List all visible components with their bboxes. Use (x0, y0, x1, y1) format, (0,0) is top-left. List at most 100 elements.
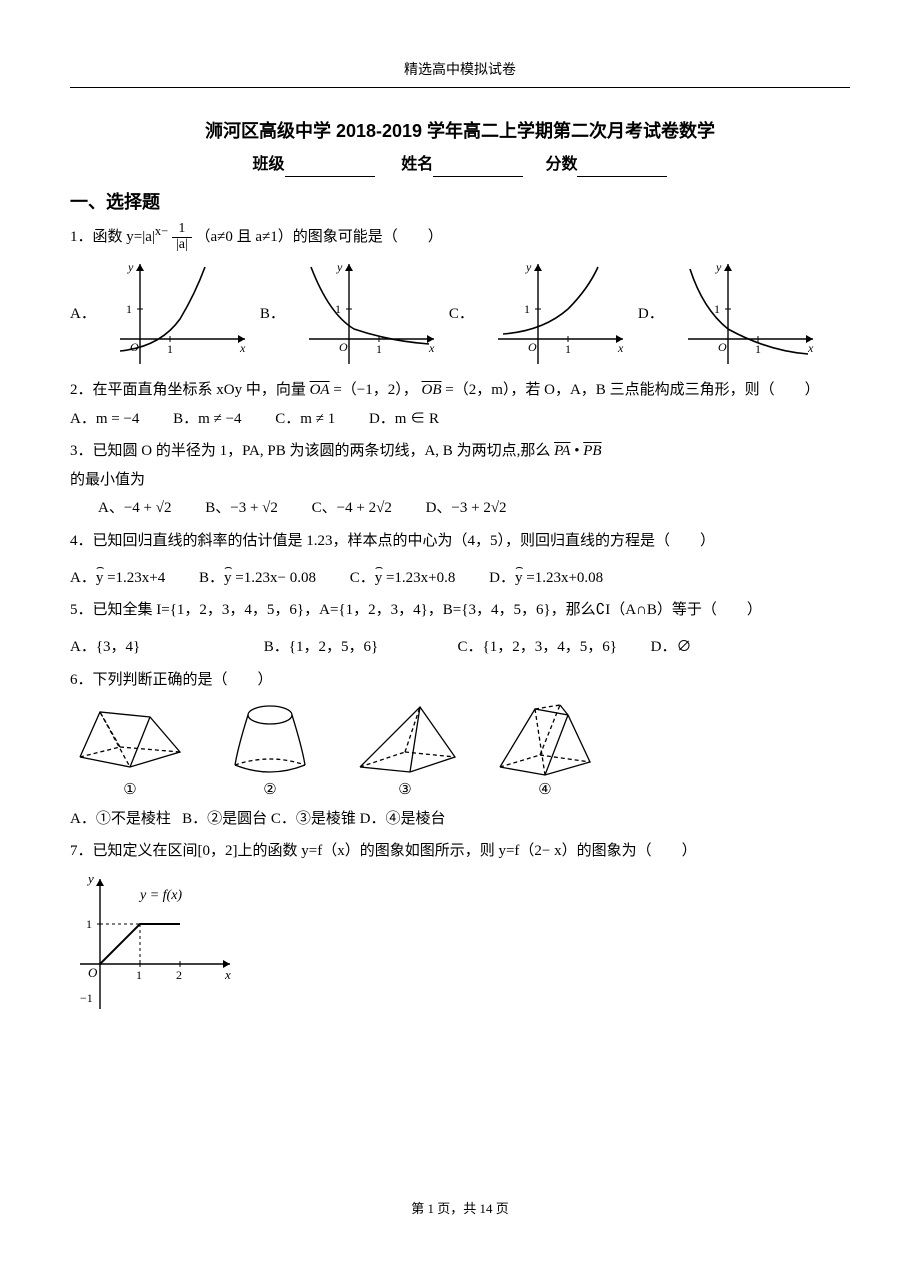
q6-options: A．①不是棱柱 B．②是圆台 C．③是棱锥 D．④是棱台 (70, 808, 850, 831)
q4-opt-b: B．y =1.23x− 0.08 (199, 567, 316, 590)
svg-text:y: y (715, 260, 722, 274)
svg-text:1: 1 (565, 342, 571, 356)
q2-opt-c: C．m ≠ 1 (275, 408, 335, 431)
q1-label-b: B． (260, 303, 285, 326)
svg-text:1: 1 (86, 917, 92, 931)
page-footer: 第 1 页，共 14 页 (70, 1199, 850, 1219)
svg-text:1: 1 (524, 302, 530, 316)
q6-opt-d: D．④是棱台 (360, 811, 446, 827)
q4-yhat-d: y (515, 567, 523, 590)
label-class: 班级 (253, 156, 285, 173)
q1-graph-d: xy O 1 1 (678, 259, 818, 369)
svg-text:y: y (86, 871, 94, 886)
q3-vec-pb: PB (583, 443, 601, 459)
question-6: 6．下列判断正确的是（ ） (70, 669, 850, 692)
q3-stem: 3．已知圆 O 的半径为 1，PA, PB 为该圆的两条切线，A, B 为两切点… (70, 443, 554, 459)
q2-opt-b: B．m ≠ −4 (173, 408, 241, 431)
svg-text:y: y (336, 260, 343, 274)
q3-opt-b: B、−3 + √2 (205, 497, 278, 520)
q3-opt-d: D、−3 + 2√2 (426, 497, 507, 520)
svg-text:x: x (617, 341, 624, 355)
q4-yhat-c: y (375, 567, 383, 590)
q4-d-eq: =1.23x+0.08 (522, 570, 603, 586)
q1-graph-b: xy O 1 1 (299, 259, 439, 369)
svg-text:1: 1 (167, 342, 173, 356)
svg-text:y: y (127, 260, 134, 274)
q1-stem-pre: 1．函数 y=|a| (70, 229, 155, 245)
svg-text:1: 1 (136, 968, 142, 982)
q3-dot: • (570, 443, 583, 459)
q6-solid-1: ① (70, 697, 190, 802)
q2-opt-d: D．m ∈ R (369, 408, 439, 431)
q2-oa-val: =（−1，2）， (333, 382, 417, 398)
q1-stem-post: （a≠0 且 a≠1）的图象可能是（ ） (196, 229, 443, 245)
q1-fraction: 1 |a| (172, 222, 192, 252)
svg-text:x: x (807, 341, 814, 355)
svg-text:O: O (718, 340, 727, 354)
svg-text:−1: −1 (80, 991, 93, 1005)
q4-a-pre: A． (70, 570, 96, 586)
svg-text:1: 1 (714, 302, 720, 316)
q6-label-3: ③ (350, 779, 460, 802)
q6-label-4: ④ (490, 779, 600, 802)
q6-solids-row: ① ② ③ ④ (70, 697, 850, 802)
q3-tail: 的最小值为 (70, 469, 850, 492)
q4-c-eq: =1.23x+0.8 (382, 570, 455, 586)
blank-score (577, 159, 667, 177)
svg-text:O: O (88, 965, 98, 980)
q3-options: A、−4 + √2 B、−3 + √2 C、−4 + 2√2 D、−3 + 2√… (70, 497, 850, 520)
svg-text:y: y (525, 260, 532, 274)
q2-vec-ob: OB (422, 382, 442, 398)
question-1: 1．函数 y=|a|x− 1 |a| （a≠0 且 a≠1）的图象可能是（ ） (70, 222, 850, 253)
q1-frac-num: 1 (172, 222, 192, 238)
question-3: 3．已知圆 O 的半径为 1，PA, PB 为该圆的两条切线，A, B 为两切点… (70, 440, 850, 463)
question-2: 2．在平面直角坐标系 xOy 中，向量 OA =（−1，2）， OB =（2，m… (70, 379, 850, 402)
q6-opt-c: C．③是棱锥 (271, 811, 356, 827)
q4-opt-c: C．y =1.23x+0.8 (350, 567, 456, 590)
page-header-tag: 精选高中模拟试卷 (70, 60, 850, 81)
blank-name (433, 159, 523, 177)
q4-b-eq: =1.23x− 0.08 (232, 570, 316, 586)
question-7: 7．已知定义在区间[0，2]上的函数 y=f（x）的图象如图所示，则 y=f（2… (70, 840, 850, 863)
q4-b-pre: B． (199, 570, 224, 586)
q5-opt-b: B．{1，2，5，6} (264, 636, 424, 659)
q4-options: A．y =1.23x+4 B．y =1.23x− 0.08 C．y =1.23x… (70, 566, 850, 589)
svg-text:x: x (224, 967, 231, 982)
student-info-row: 班级 姓名 分数 (70, 153, 850, 177)
svg-text:1: 1 (376, 342, 382, 356)
q6-solid-2: ② (220, 697, 320, 802)
q3-vec-pa: PA (554, 443, 570, 459)
question-5: 5．已知全集 I={1，2，3，4，5，6}，A={1，2，3，4}，B={3，… (70, 599, 850, 622)
question-4: 4．已知回归直线的斜率的估计值是 1.23，样本点的中心为（4，5），则回归直线… (70, 530, 850, 553)
svg-text:x: x (239, 341, 246, 355)
svg-text:1: 1 (126, 302, 132, 316)
blank-class (285, 159, 375, 177)
q6-opt-b: B．②是圆台 (182, 811, 267, 827)
q1-label-c: C． (449, 303, 474, 326)
q5-opt-c: C．{1，2，3，4，5，6} (458, 636, 617, 659)
q4-a-eq: =1.23x+4 (103, 570, 165, 586)
q7-graph: y x O 1 1 2 −1 y = f(x) (70, 869, 240, 1019)
svg-text:O: O (339, 340, 348, 354)
q5-options: A．{3，4} B．{1，2，5，6} C．{1，2，3，4，5，6} D．∅ (70, 636, 850, 659)
label-score: 分数 (545, 156, 577, 173)
section-1-heading: 一、选择题 (70, 189, 850, 216)
q1-graph-c: x y O 1 1 (488, 259, 628, 369)
q4-opt-d: D．y =1.23x+0.08 (489, 567, 603, 590)
q1-graph-a: xy O 1 1 (110, 259, 250, 369)
q1-frac-den: |a| (172, 238, 192, 253)
q4-d-pre: D． (489, 570, 515, 586)
q2-options: A．m = −4 B．m ≠ −4 C．m ≠ 1 D．m ∈ R (70, 407, 850, 430)
q2-vec-oa: OA (310, 382, 330, 398)
q3-opt-c: C、−4 + 2√2 (312, 497, 392, 520)
svg-text:O: O (528, 340, 537, 354)
q1-exponent: x− (155, 224, 168, 238)
q6-label-1: ① (70, 779, 190, 802)
header-rule (70, 87, 850, 88)
label-name: 姓名 (401, 156, 433, 173)
q4-yhat-a: y (96, 567, 104, 590)
exam-title: 浉河区高级中学 2018-2019 学年高二上学期第二次月考试卷数学 (70, 118, 850, 145)
q6-label-2: ② (220, 779, 320, 802)
q6-opt-a: A．①不是棱柱 (70, 811, 171, 827)
q4-c-pre: C． (350, 570, 375, 586)
